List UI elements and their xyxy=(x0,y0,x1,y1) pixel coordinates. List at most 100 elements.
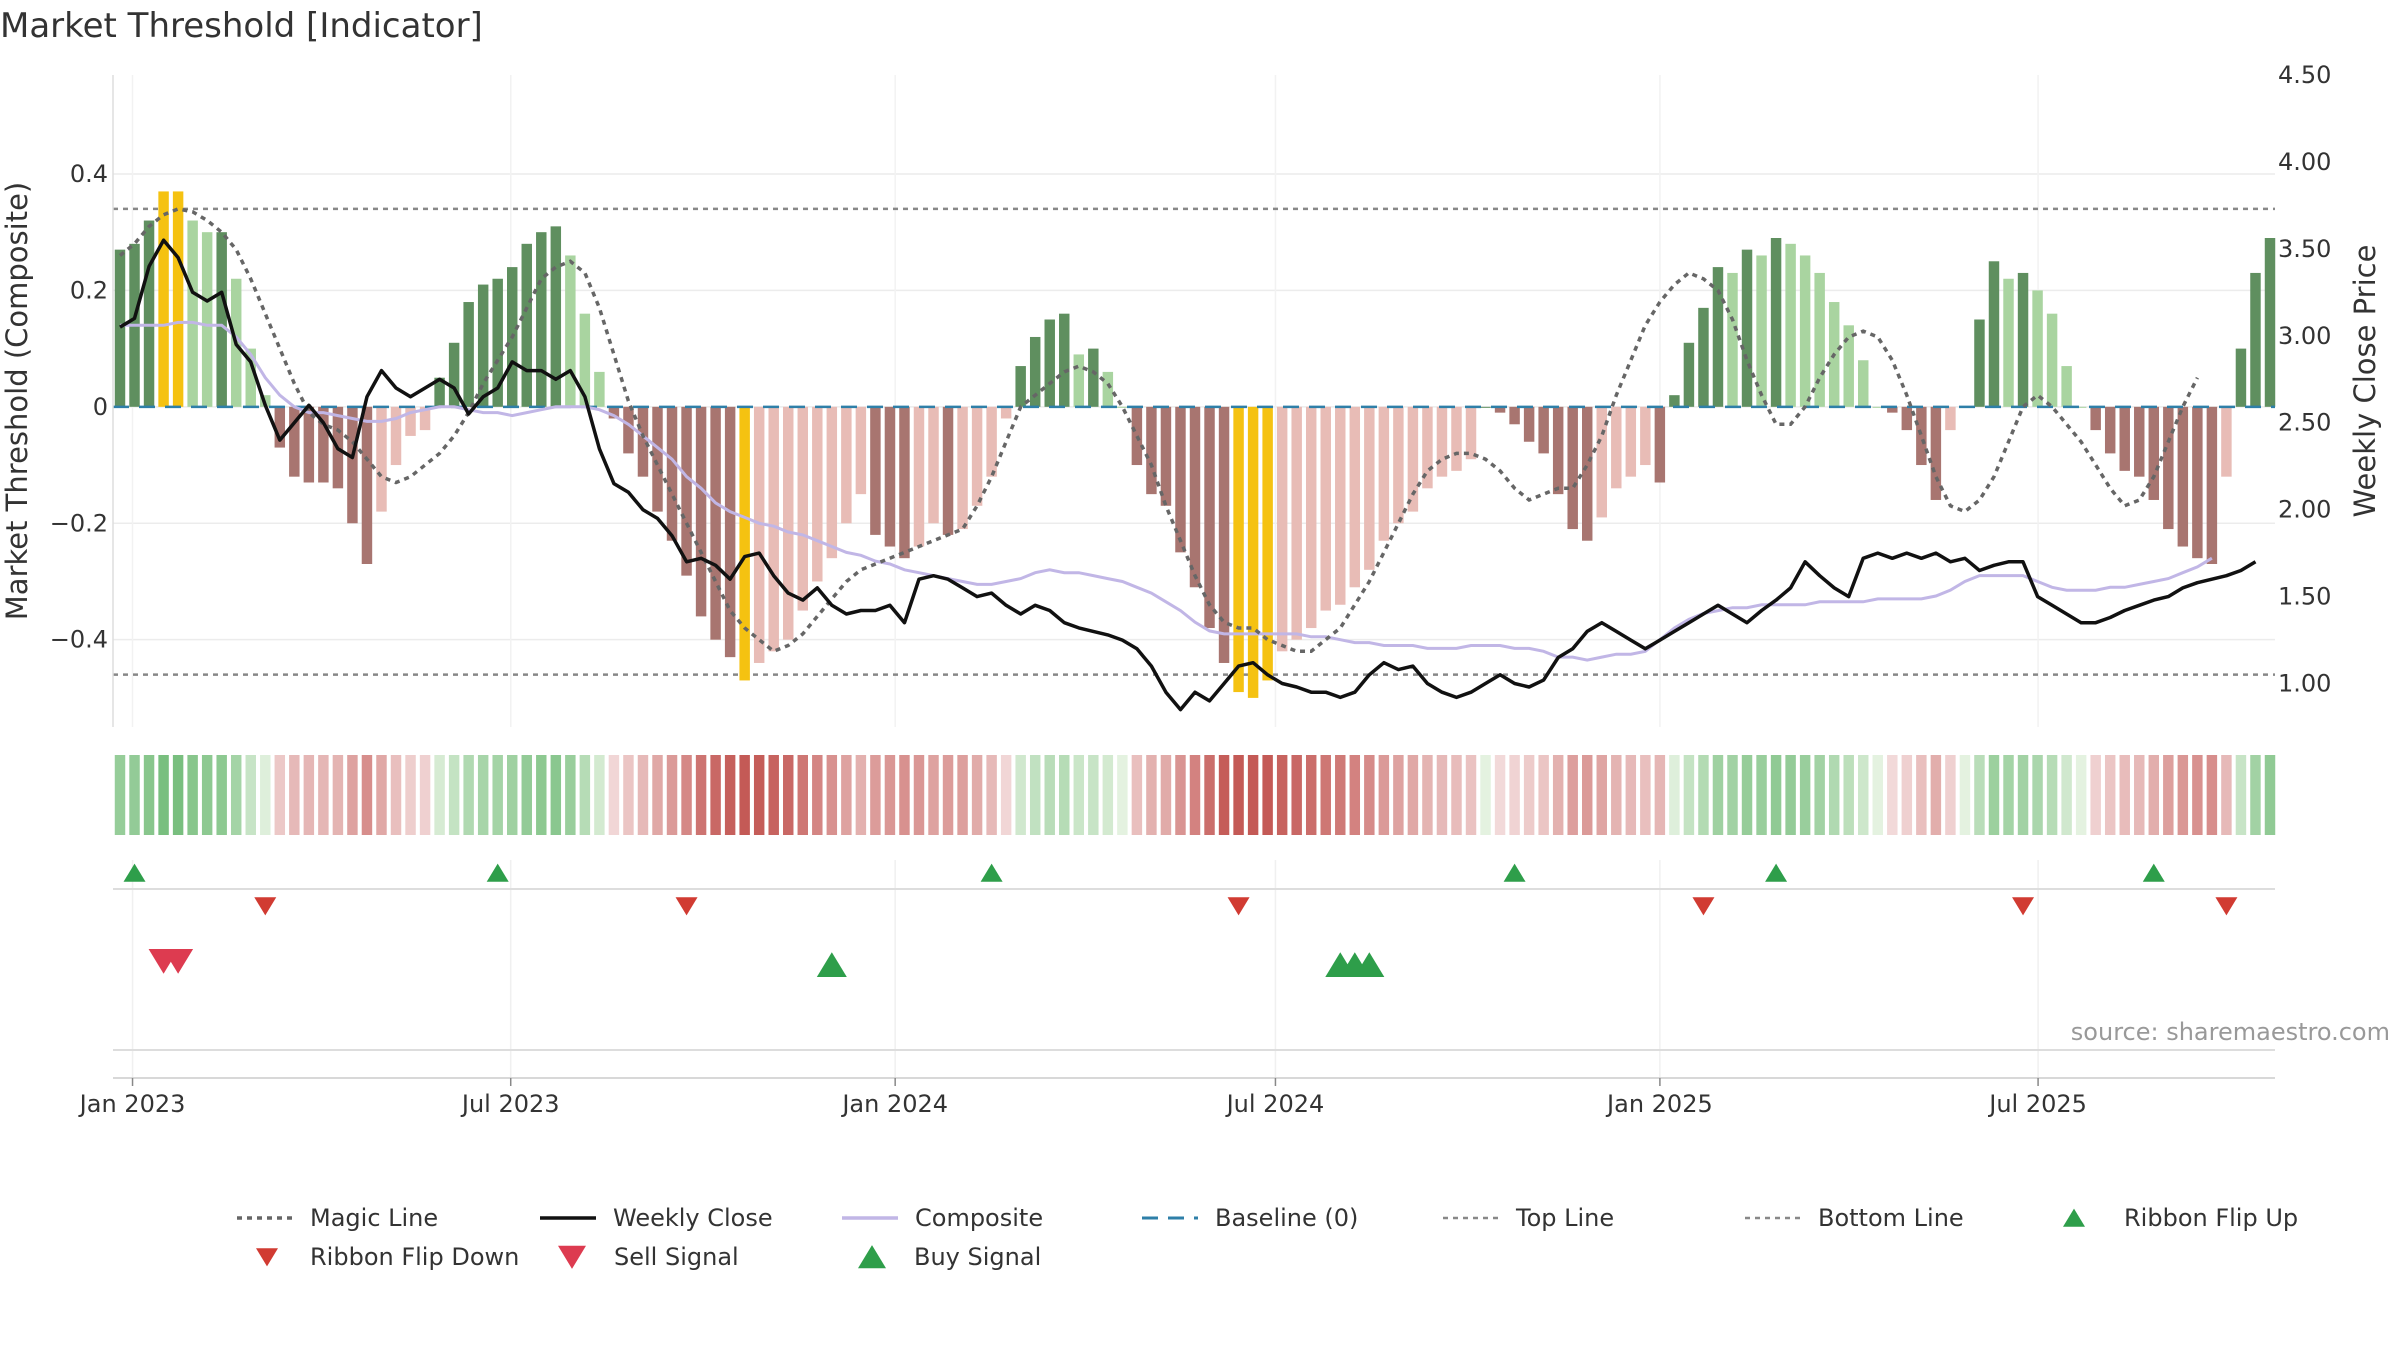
ribbon-cell xyxy=(1335,755,1346,835)
composite-bar xyxy=(666,406,678,541)
composite-bar xyxy=(2134,406,2145,477)
ribbon-cell xyxy=(2235,755,2247,835)
ribbon-cell xyxy=(1218,755,1230,835)
ribbon-cell xyxy=(1959,755,1971,835)
ribbon-cell xyxy=(129,755,140,835)
y-tick-label-right: 1.00 xyxy=(2278,670,2331,698)
ribbon-cell xyxy=(289,755,300,835)
ribbon-cell xyxy=(1494,755,1506,835)
composite-bar xyxy=(1059,313,1070,407)
ribbon-cell xyxy=(1102,755,1114,835)
ribbon-flip-up-marker xyxy=(980,863,1003,882)
ribbon-cell xyxy=(158,755,169,835)
composite-bar xyxy=(913,406,925,547)
ribbon-flip-down-marker xyxy=(1692,897,1715,916)
y-axis-title-right: Weekly Close Price xyxy=(2348,245,2382,518)
composite-bar xyxy=(1538,406,1549,454)
ribbon-cell xyxy=(986,755,997,835)
composite-bar xyxy=(2177,406,2189,547)
composite-bar xyxy=(608,406,620,419)
composite-bar xyxy=(2250,272,2261,407)
ribbon-cell xyxy=(812,755,823,835)
ribbon-cell xyxy=(666,755,678,835)
ribbon-cell xyxy=(1465,755,1477,835)
composite-bar xyxy=(434,377,445,407)
ribbon-cell xyxy=(1785,755,1796,835)
ribbon-strip xyxy=(114,755,2276,835)
ribbon-cell xyxy=(1596,755,1607,835)
composite-bar xyxy=(2046,313,2058,407)
ribbon-cell xyxy=(187,755,198,835)
ribbon-cell xyxy=(637,755,649,835)
ribbon-cell xyxy=(1422,755,1433,835)
ribbon-cell xyxy=(870,755,881,835)
composite-bar xyxy=(1262,406,1273,681)
ribbon-flip-up-marker xyxy=(123,863,146,882)
ribbon-cell xyxy=(1364,755,1375,835)
ribbon-cell xyxy=(245,755,256,835)
ribbon-cell xyxy=(376,755,387,835)
composite-bar xyxy=(1160,406,1172,506)
y-tick-label-left: −0.2 xyxy=(50,509,108,537)
composite-bar xyxy=(1305,406,1317,629)
composite-bar xyxy=(158,191,169,407)
ribbon-cell xyxy=(1567,755,1578,835)
ribbon-cell xyxy=(2003,755,2014,835)
composite-bar xyxy=(826,406,838,559)
ribbon-cell xyxy=(477,755,489,835)
legend-label-buy: Buy Signal xyxy=(914,1243,1041,1271)
composite-bar xyxy=(2017,272,2029,407)
ribbon-cell xyxy=(768,755,779,835)
legend-label-sell: Sell Signal xyxy=(614,1243,739,1271)
ribbon-cell xyxy=(928,755,939,835)
ribbon-flip-up-marker xyxy=(1503,863,1526,882)
x-tick-label: Jul 2023 xyxy=(460,1090,560,1118)
ribbon-cell xyxy=(855,755,867,835)
composite-bar xyxy=(1814,272,1825,407)
y-tick-label-right: 4.50 xyxy=(2278,61,2331,89)
ribbon-cell xyxy=(1552,755,1564,835)
x-tick-label: Jul 2025 xyxy=(1987,1090,2087,1118)
ribbon-cell xyxy=(2148,755,2160,835)
ribbon-cell xyxy=(826,755,838,835)
legend-item-close: Weekly Close xyxy=(540,1204,773,1232)
ribbon-cell xyxy=(521,755,532,835)
ribbon-cell xyxy=(216,755,227,835)
ribbon-cell xyxy=(361,755,373,835)
ribbon-cell xyxy=(1669,755,1680,835)
composite-bar xyxy=(594,371,605,407)
composite-bar xyxy=(1901,406,1913,431)
composite-bar xyxy=(2192,406,2203,559)
composite-bar xyxy=(681,406,692,576)
composite-bar xyxy=(1785,243,1796,407)
ribbon-cell xyxy=(565,755,576,835)
ribbon-cell xyxy=(1799,755,1811,835)
ribbon-cell xyxy=(1233,755,1244,835)
ribbon-cell xyxy=(1582,755,1593,835)
ribbon-flip-up-marker xyxy=(2142,863,2165,882)
ribbon-cell xyxy=(2090,755,2101,835)
composite-bar xyxy=(928,406,939,524)
composite-bar xyxy=(2163,406,2174,530)
ribbon-cell xyxy=(594,755,605,835)
composite-bar xyxy=(1465,406,1477,460)
ribbon-cell xyxy=(492,755,503,835)
composite-bar xyxy=(376,406,387,512)
composite-bar xyxy=(2003,278,2014,407)
ribbon-cell xyxy=(1146,755,1157,835)
composite-bar xyxy=(1640,406,1651,466)
ribbon-cell xyxy=(1872,755,1883,835)
ribbon-cell xyxy=(2192,755,2203,835)
ribbon-cell xyxy=(2250,755,2261,835)
ribbon-cell xyxy=(1770,755,1782,835)
composite-bar xyxy=(957,406,968,530)
y-tick-label-right: 2.00 xyxy=(2278,496,2331,524)
composite-bar xyxy=(1552,406,1564,495)
legend-item-bottom: Bottom Line xyxy=(1745,1204,1964,1232)
weekly-close-line xyxy=(119,238,2257,712)
ribbon-cell xyxy=(390,755,402,835)
composite-bar xyxy=(521,243,532,407)
composite-bar xyxy=(2075,406,2087,408)
composite-bar xyxy=(1945,406,1956,431)
composite-bar xyxy=(710,406,721,640)
